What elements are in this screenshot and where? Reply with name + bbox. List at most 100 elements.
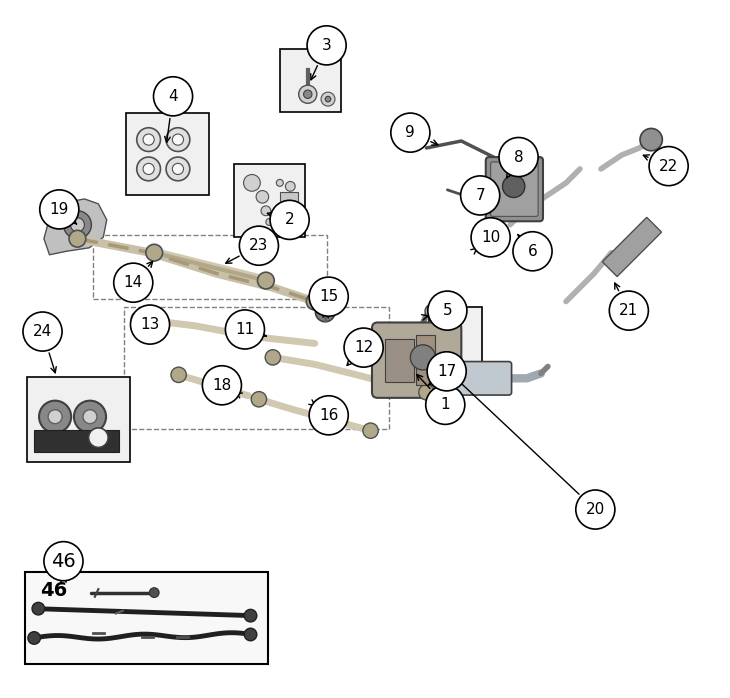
Text: 20: 20 bbox=[585, 502, 605, 517]
Circle shape bbox=[70, 218, 85, 232]
Polygon shape bbox=[44, 199, 107, 255]
Circle shape bbox=[258, 272, 274, 289]
Circle shape bbox=[146, 244, 163, 261]
Circle shape bbox=[426, 385, 465, 424]
Text: 13: 13 bbox=[140, 317, 160, 332]
Circle shape bbox=[137, 157, 161, 181]
Text: 14: 14 bbox=[123, 275, 143, 290]
Circle shape bbox=[499, 138, 538, 177]
Bar bbox=[429, 307, 483, 385]
Circle shape bbox=[202, 366, 242, 405]
Circle shape bbox=[344, 328, 383, 367]
Circle shape bbox=[449, 371, 463, 385]
Circle shape bbox=[471, 218, 510, 257]
Circle shape bbox=[610, 291, 648, 330]
Text: 46: 46 bbox=[40, 581, 68, 600]
Text: 3: 3 bbox=[322, 38, 331, 53]
Circle shape bbox=[39, 190, 79, 229]
Circle shape bbox=[88, 428, 108, 447]
Text: 1: 1 bbox=[440, 397, 450, 413]
Circle shape bbox=[171, 367, 186, 383]
Circle shape bbox=[299, 85, 317, 103]
Circle shape bbox=[143, 163, 154, 174]
Bar bbox=[93, 235, 326, 299]
Circle shape bbox=[245, 609, 257, 622]
Circle shape bbox=[307, 293, 323, 310]
Text: 17: 17 bbox=[437, 364, 456, 379]
Circle shape bbox=[64, 211, 91, 239]
Circle shape bbox=[270, 200, 310, 239]
Circle shape bbox=[166, 157, 190, 181]
Circle shape bbox=[427, 352, 466, 391]
Text: 11: 11 bbox=[235, 322, 255, 337]
Circle shape bbox=[244, 174, 261, 191]
Bar bbox=[234, 164, 305, 237]
Circle shape bbox=[150, 588, 159, 597]
Text: 22: 22 bbox=[659, 158, 678, 174]
Text: 10: 10 bbox=[481, 230, 500, 245]
Text: 7: 7 bbox=[475, 188, 485, 203]
Circle shape bbox=[83, 410, 97, 424]
Circle shape bbox=[461, 176, 500, 215]
Text: 24: 24 bbox=[33, 324, 52, 339]
Circle shape bbox=[363, 423, 378, 438]
Circle shape bbox=[166, 128, 190, 151]
Text: 4: 4 bbox=[168, 89, 178, 104]
Circle shape bbox=[649, 147, 688, 186]
Text: 5: 5 bbox=[442, 303, 452, 318]
Circle shape bbox=[304, 90, 312, 98]
Circle shape bbox=[143, 134, 154, 145]
Text: 6: 6 bbox=[528, 244, 537, 259]
Circle shape bbox=[472, 192, 489, 209]
Circle shape bbox=[44, 542, 83, 581]
Text: 12: 12 bbox=[354, 340, 373, 355]
Circle shape bbox=[576, 490, 615, 529]
Circle shape bbox=[48, 410, 62, 424]
Circle shape bbox=[256, 191, 269, 203]
Circle shape bbox=[239, 226, 278, 265]
Circle shape bbox=[131, 311, 147, 327]
Circle shape bbox=[425, 304, 439, 318]
Circle shape bbox=[28, 632, 40, 644]
Circle shape bbox=[226, 310, 264, 349]
Circle shape bbox=[449, 310, 463, 324]
Bar bbox=[34, 430, 119, 452]
Circle shape bbox=[153, 77, 193, 116]
Circle shape bbox=[325, 96, 331, 102]
Bar bbox=[126, 113, 209, 195]
Circle shape bbox=[321, 92, 335, 106]
Bar bbox=[280, 192, 298, 225]
FancyBboxPatch shape bbox=[491, 162, 538, 216]
Circle shape bbox=[261, 206, 271, 216]
Bar bbox=[25, 572, 268, 664]
Circle shape bbox=[251, 392, 266, 407]
Circle shape bbox=[131, 305, 169, 344]
Circle shape bbox=[245, 628, 257, 641]
Circle shape bbox=[419, 385, 434, 400]
Text: 21: 21 bbox=[619, 303, 639, 318]
Circle shape bbox=[277, 179, 283, 186]
Text: 18: 18 bbox=[212, 378, 231, 393]
Text: 2: 2 bbox=[285, 212, 294, 228]
Circle shape bbox=[310, 396, 348, 435]
Circle shape bbox=[23, 312, 62, 351]
Circle shape bbox=[74, 401, 106, 433]
Circle shape bbox=[69, 230, 86, 247]
Bar bbox=[385, 339, 414, 382]
Bar bbox=[416, 335, 435, 385]
Circle shape bbox=[265, 350, 280, 365]
Circle shape bbox=[39, 401, 71, 433]
Circle shape bbox=[502, 175, 525, 198]
Circle shape bbox=[410, 345, 436, 370]
Text: 23: 23 bbox=[249, 238, 269, 253]
FancyBboxPatch shape bbox=[372, 322, 461, 398]
Bar bbox=[280, 49, 341, 112]
Bar bbox=[27, 377, 130, 462]
Circle shape bbox=[137, 128, 161, 151]
Circle shape bbox=[285, 181, 295, 191]
Text: 16: 16 bbox=[319, 408, 339, 423]
Circle shape bbox=[315, 302, 335, 322]
Circle shape bbox=[640, 128, 662, 151]
FancyBboxPatch shape bbox=[485, 157, 543, 221]
Text: 19: 19 bbox=[50, 202, 69, 217]
